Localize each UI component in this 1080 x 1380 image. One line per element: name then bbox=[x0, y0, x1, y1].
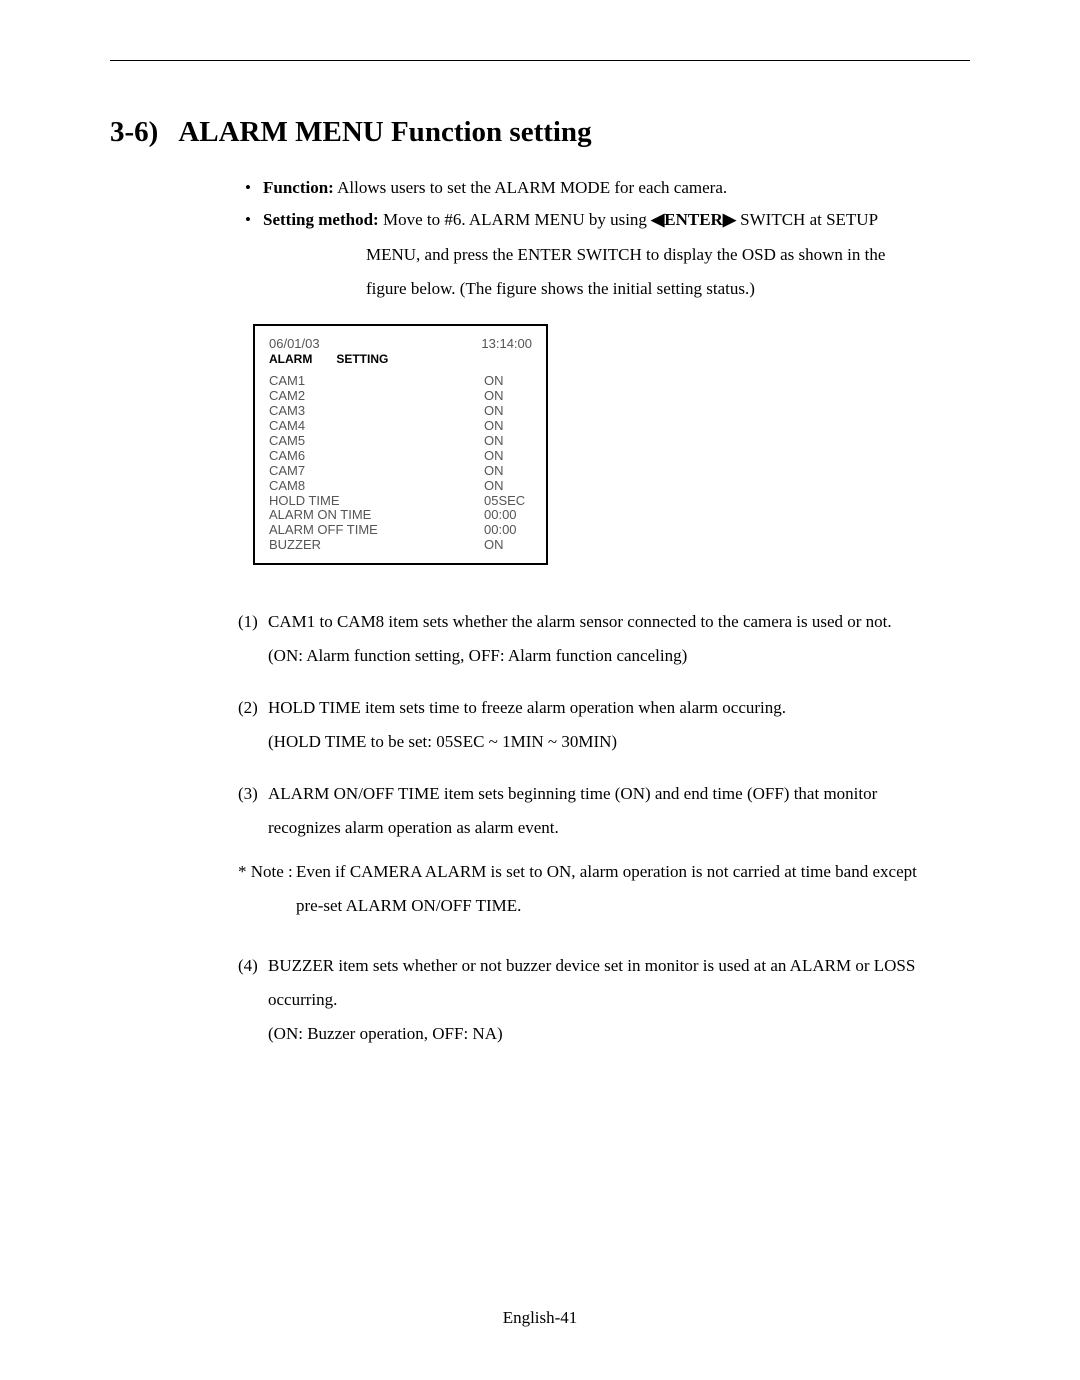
bullet-dot-icon: • bbox=[245, 175, 251, 201]
osd-row-label: CAM4 bbox=[269, 419, 305, 434]
osd-row-label: ALARM ON TIME bbox=[269, 508, 371, 523]
page-footer: English-41 bbox=[0, 1308, 1080, 1328]
bullet-function: • Function: Allows users to set the ALAR… bbox=[245, 175, 960, 201]
note-line-1: Even if CAMERA ALARM is set to ON, alarm… bbox=[296, 855, 917, 889]
osd-row: BUZZER ON bbox=[269, 538, 532, 553]
osd-row-value: 00:00 bbox=[484, 523, 532, 538]
bullet-setting: • Setting method: Move to #6. ALARM MENU… bbox=[245, 207, 960, 233]
item-2-line-1: HOLD TIME item sets time to freeze alarm… bbox=[268, 691, 960, 725]
osd-row-label: CAM7 bbox=[269, 464, 305, 479]
osd-figure: 06/01/03 13:14:00 ALARMSETTING CAM1ONCAM… bbox=[253, 324, 548, 565]
osd-row-label: ALARM OFF TIME bbox=[269, 523, 378, 538]
osd-row-label: CAM5 bbox=[269, 434, 305, 449]
osd-row-label: CAM1 bbox=[269, 374, 305, 389]
osd-row-value: ON bbox=[484, 538, 532, 553]
item-3-line-1: ALARM ON/OFF TIME item sets beginning ti… bbox=[268, 777, 960, 811]
osd-row-label: CAM3 bbox=[269, 404, 305, 419]
top-rule bbox=[110, 60, 970, 61]
setting-text-2: SWITCH at SETUP bbox=[736, 210, 878, 229]
osd-row: CAM6 ON bbox=[269, 449, 532, 464]
osd-row: HOLD TIME 05SEC bbox=[269, 494, 532, 509]
setting-continuation: MENU, and press the ENTER SWITCH to disp… bbox=[263, 238, 970, 306]
osd-row-label: CAM8 bbox=[269, 479, 305, 494]
osd-row: ALARM OFF TIME 00:00 bbox=[269, 523, 532, 538]
body-items: (1) CAM1 to CAM8 item sets whether the a… bbox=[238, 605, 960, 1051]
osd-time: 13:14:00 bbox=[481, 336, 532, 351]
osd-row: CAM2 ON bbox=[269, 389, 532, 404]
item-3: (3) ALARM ON/OFF TIME item sets beginnin… bbox=[238, 777, 960, 845]
item-4-line-2: occurring. bbox=[268, 983, 960, 1017]
osd-row: CAM8 ON bbox=[269, 479, 532, 494]
osd-row-label: CAM6 bbox=[269, 449, 305, 464]
item-1: (1) CAM1 to CAM8 item sets whether the a… bbox=[238, 605, 960, 673]
osd-row: CAM4 ON bbox=[269, 419, 532, 434]
osd-row: CAM1 ON bbox=[269, 374, 532, 389]
osd-title-left: ALARM bbox=[269, 352, 312, 366]
item-2-num: (2) bbox=[238, 691, 268, 759]
osd-row: CAM5 ON bbox=[269, 434, 532, 449]
item-4-line-1: BUZZER item sets whether or not buzzer d… bbox=[268, 949, 960, 983]
osd-row-value: ON bbox=[484, 389, 532, 404]
osd-date: 06/01/03 bbox=[269, 336, 320, 351]
section-number: 3-6) bbox=[110, 116, 158, 148]
osd-row: CAM3 ON bbox=[269, 404, 532, 419]
function-label: Function: bbox=[263, 178, 334, 197]
setting-text-1: Move to #6. ALARM MENU by using bbox=[379, 210, 651, 229]
enter-switch-label: ◀ENTER▶ bbox=[651, 210, 736, 229]
item-3-line-2: recognizes alarm operation as alarm even… bbox=[268, 811, 960, 845]
note-line-2: pre-set ALARM ON/OFF TIME. bbox=[296, 889, 917, 923]
bullet-list: • Function: Allows users to set the ALAR… bbox=[245, 175, 960, 232]
item-1-num: (1) bbox=[238, 605, 268, 673]
osd-row-value: ON bbox=[484, 374, 532, 389]
item-1-line-2: (ON: Alarm function setting, OFF: Alarm … bbox=[268, 639, 960, 673]
osd-title: ALARM SETTING bbox=[269, 352, 532, 366]
osd-row-value: ON bbox=[484, 404, 532, 419]
item-4-num: (4) bbox=[238, 949, 268, 1051]
item-3-num: (3) bbox=[238, 777, 268, 845]
osd-row-value: ON bbox=[484, 434, 532, 449]
osd-row-value: 05SEC bbox=[484, 494, 532, 509]
osd-row-value: ON bbox=[484, 479, 532, 494]
item-2: (2) HOLD TIME item sets time to freeze a… bbox=[238, 691, 960, 759]
setting-cont-1: MENU, and press the ENTER SWITCH to disp… bbox=[366, 238, 970, 272]
osd-row: CAM7 ON bbox=[269, 464, 532, 479]
note-label: * Note : bbox=[238, 855, 296, 923]
osd-rows: CAM1ONCAM2ONCAM3ONCAM4ONCAM5ONCAM6ONCAM7… bbox=[269, 374, 532, 553]
bullet-dot-icon: • bbox=[245, 207, 251, 233]
item-4: (4) BUZZER item sets whether or not buzz… bbox=[238, 949, 960, 1051]
item-1-line-1: CAM1 to CAM8 item sets whether the alarm… bbox=[268, 605, 960, 639]
osd-row-label: CAM2 bbox=[269, 389, 305, 404]
setting-cont-2: figure below. (The figure shows the init… bbox=[366, 272, 970, 306]
note: * Note : Even if CAMERA ALARM is set to … bbox=[238, 855, 960, 923]
section-title-text: ALARM MENU Function setting bbox=[178, 116, 591, 148]
item-2-line-2: (HOLD TIME to be set: 05SEC ~ 1MIN ~ 30M… bbox=[268, 725, 960, 759]
osd-row-label: HOLD TIME bbox=[269, 494, 340, 509]
osd-row-value: ON bbox=[484, 464, 532, 479]
osd-header: 06/01/03 13:14:00 bbox=[269, 336, 532, 351]
osd-row: ALARM ON TIME 00:00 bbox=[269, 508, 532, 523]
item-4-line-3: (ON: Buzzer operation, OFF: NA) bbox=[268, 1017, 960, 1051]
osd-title-right: SETTING bbox=[336, 352, 388, 366]
osd-row-value: ON bbox=[484, 449, 532, 464]
setting-label: Setting method: bbox=[263, 210, 379, 229]
osd-row-value: ON bbox=[484, 419, 532, 434]
osd-row-value: 00:00 bbox=[484, 508, 532, 523]
function-text: Allows users to set the ALARM MODE for e… bbox=[334, 178, 727, 197]
osd-row-label: BUZZER bbox=[269, 538, 321, 553]
section-heading: 3-6) ALARM MENU Function setting bbox=[110, 116, 970, 149]
